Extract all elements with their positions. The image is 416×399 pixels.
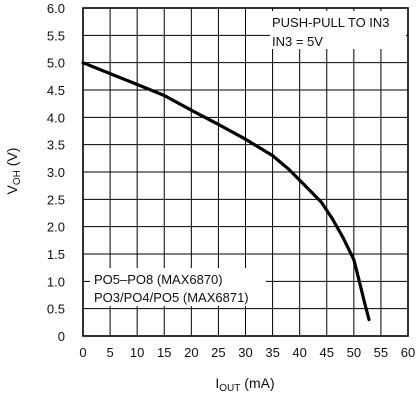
x-tick-label: 0	[79, 345, 86, 360]
x-tick-label: 40	[292, 345, 306, 360]
condition-annotation-line2: IN3 = 5V	[272, 34, 323, 49]
x-tick-label: 10	[130, 345, 144, 360]
y-axis-label-unit: (V)	[4, 148, 20, 171]
x-tick-label: 35	[265, 345, 279, 360]
x-tick-label: 25	[211, 345, 225, 360]
series-line	[81, 61, 371, 322]
y-tick-label: 5.0	[47, 56, 65, 71]
condition-annotation-background	[270, 11, 406, 49]
x-axis-label: IOUT (mA)	[215, 375, 274, 394]
condition-annotation-line1: PUSH-PULL TO IN3	[272, 15, 390, 30]
x-tick-label: 5	[106, 345, 113, 360]
y-tick-label: 5.5	[47, 28, 65, 43]
y-tick-label: 0	[58, 329, 65, 344]
series-annotation-line1: PO5–PO8 (MAX6870)	[94, 272, 223, 287]
x-tick-labels: 0 5 10 15 20 25 30 35 40 45 50 55 60	[79, 345, 415, 360]
x-tick-label: 30	[238, 345, 252, 360]
y-tick-label: 2.0	[47, 220, 65, 235]
y-tick-label: 1.0	[47, 274, 65, 289]
x-tick-label: 20	[184, 345, 198, 360]
y-axis-label: VOH (V)	[4, 148, 23, 195]
y-axis-label-subscript: OH	[12, 170, 23, 185]
x-axis-label-subscript: OUT	[219, 383, 240, 394]
x-tick-label: 55	[374, 345, 388, 360]
series-annotation-background	[90, 268, 266, 306]
x-tick-label: 15	[157, 345, 171, 360]
y-tick-labels: 0 0.5 1.0 1.5 2.0 2.5 3.0 3.5 4.0 4.5 5.0 5.5 6.0	[47, 1, 65, 344]
y-tick-label: 3.5	[47, 138, 65, 153]
y-tick-label: 4.0	[47, 110, 65, 125]
y-tick-label: 2.5	[47, 192, 65, 207]
x-tick-label: 45	[320, 345, 334, 360]
y-tick-label: 1.5	[47, 247, 65, 262]
x-tick-label: 60	[401, 345, 415, 360]
y-tick-label: 6.0	[47, 1, 65, 16]
x-tick-label: 50	[347, 345, 361, 360]
y-tick-label: 4.5	[47, 83, 65, 98]
y-tick-label: 0.5	[47, 302, 65, 317]
x-axis-label-unit: (mA)	[240, 375, 274, 391]
series-annotation-line2: PO3/PO4/PO5 (MAX6871)	[94, 290, 249, 305]
plot-frame	[82, 7, 409, 337]
y-tick-label: 3.0	[47, 165, 65, 180]
x-axis-label-main: I	[215, 375, 219, 391]
y-axis-label-main: V	[4, 184, 20, 194]
